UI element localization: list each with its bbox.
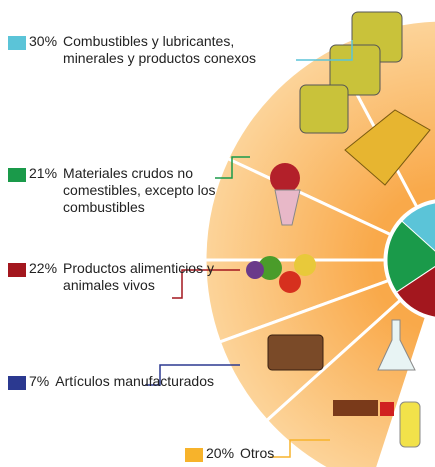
legend-item: 20% Otros — [185, 445, 360, 462]
legend-swatch — [8, 376, 26, 390]
legend-label: Combustibles y lubricantes, minerales y … — [63, 33, 263, 67]
legend-swatch — [8, 36, 26, 50]
legend-label: Materiales crudos no comestibles, except… — [63, 165, 273, 216]
chart — [0, 0, 435, 467]
legend-item: 22% Productos alimenticios y animales viv… — [8, 260, 243, 294]
value-label: 20% — [206, 445, 234, 462]
legend-item: 21% Materiales crudos no comestibles, exc… — [8, 165, 273, 216]
value-label: 7% — [29, 373, 49, 390]
legend-swatch — [8, 168, 26, 182]
legend-label: Artículos manufacturados — [55, 373, 235, 390]
legend-swatch — [185, 448, 203, 462]
value-label: 21% — [29, 165, 57, 182]
legend-item: 7% Artículos manufacturados — [8, 373, 235, 390]
legend-item: 30% Combustibles y lubricantes, minerales… — [8, 33, 263, 67]
value-label: 22% — [29, 260, 57, 277]
legend-swatch — [8, 263, 26, 277]
legend-label: Productos alimenticios y animales vivos — [63, 260, 243, 294]
infographic: 30% Combustibles y lubricantes, minerales… — [0, 0, 435, 467]
value-label: 30% — [29, 33, 57, 50]
legend-label: Otros — [240, 445, 360, 462]
